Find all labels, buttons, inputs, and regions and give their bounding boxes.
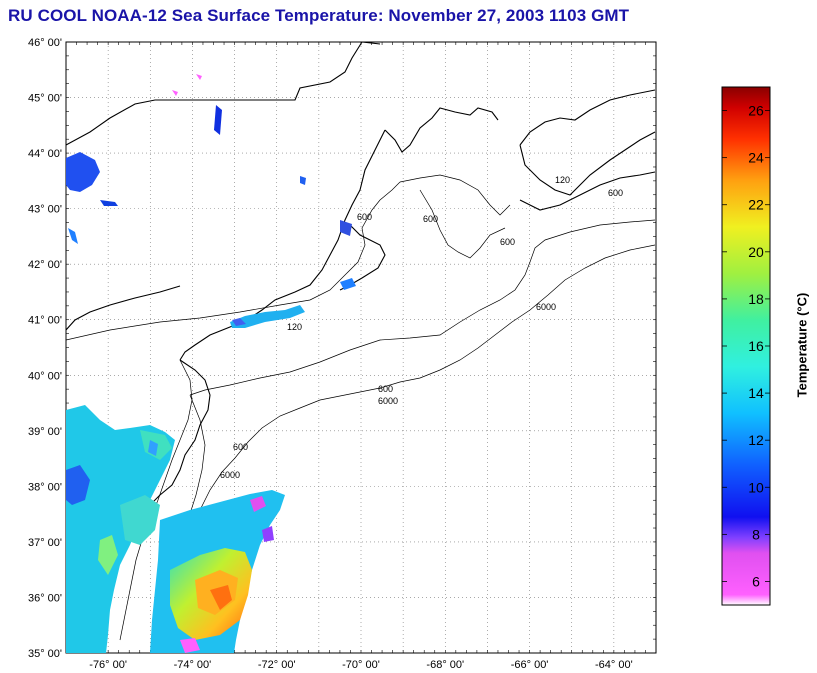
lat-tick-label: 42° 00' <box>28 259 62 271</box>
colorbar-tick-label: 24 <box>748 150 764 166</box>
colorbar-tick-label: 8 <box>752 526 760 542</box>
contour-label-6000: 6000 <box>220 470 240 480</box>
contour-label-600: 600 <box>608 188 623 198</box>
colorbar-tick-label: 6 <box>752 573 760 589</box>
colorbar-tick-label: 26 <box>748 103 764 119</box>
isobath-120 <box>66 174 511 641</box>
contour-label-600: 600 <box>500 237 515 247</box>
lat-tick-label: 38° 00' <box>28 481 62 493</box>
lat-tick-label: 41° 00' <box>28 315 62 327</box>
lat-tick-label: 37° 00' <box>28 537 62 549</box>
contour-label-600: 600 <box>423 214 438 224</box>
colorbar-label: Temperature (°C) <box>794 292 810 398</box>
colorbar-tick-label: 14 <box>748 385 764 401</box>
contour-label-6000: 6000 <box>378 396 398 406</box>
lat-tick-label: 39° 00' <box>28 426 62 438</box>
lat-tick-label: 46° 00' <box>28 37 62 49</box>
sst-data-patches <box>66 74 356 653</box>
colorbar <box>721 86 771 606</box>
contour-label-600: 600 <box>378 384 393 394</box>
lon-tick-label: -64° 00' <box>595 659 633 671</box>
colorbar-tick-label: 22 <box>748 197 764 213</box>
contour-label-6000: 6000 <box>536 302 556 312</box>
lat-tick-label: 44° 00' <box>28 148 62 160</box>
lon-tick-label: -72° 00' <box>258 659 296 671</box>
colorbar-tick-label: 10 <box>748 479 764 495</box>
colorbar-tick-label: 20 <box>748 244 764 260</box>
lon-tick-label: -70° 00' <box>342 659 380 671</box>
lat-tick-label: 40° 00' <box>28 370 62 382</box>
lat-tick-label: 35° 00' <box>28 648 62 660</box>
lon-tick-label: -76° 00' <box>89 659 127 671</box>
colorbar-tick-label: 18 <box>748 291 764 307</box>
lat-tick-label: 36° 00' <box>28 592 62 604</box>
lat-tick-label: 43° 00' <box>28 204 62 216</box>
lon-tick-label: -66° 00' <box>511 659 549 671</box>
lat-tick-label: 45° 00' <box>28 93 62 105</box>
latitude-tick-labels: 35° 00' 36° 00' 37° 00' 38° 00' 39° 00' 40° 0… <box>28 37 62 660</box>
colorbar-tick-label: 16 <box>748 338 764 354</box>
lon-tick-label: -74° 00' <box>174 659 212 671</box>
map-frame <box>65 41 657 654</box>
colorbar-ticks: 6 8 10 12 14 16 18 20 22 24 26 <box>722 103 770 589</box>
contour-label-120: 120 <box>555 175 570 185</box>
colorbar-tick-label: 12 <box>748 432 764 448</box>
map-title: RU COOL NOAA-12 Sea Surface Temperature:… <box>8 6 630 25</box>
contour-label-600: 600 <box>357 212 372 222</box>
contour-label-120: 120 <box>287 322 302 332</box>
contour-label-600: 600 <box>233 442 248 452</box>
lon-tick-label: -68° 00' <box>426 659 464 671</box>
longitude-tick-labels: -76° 00' -74° 00' -72° 00' -70° 00' -68° 00'… <box>89 659 632 671</box>
